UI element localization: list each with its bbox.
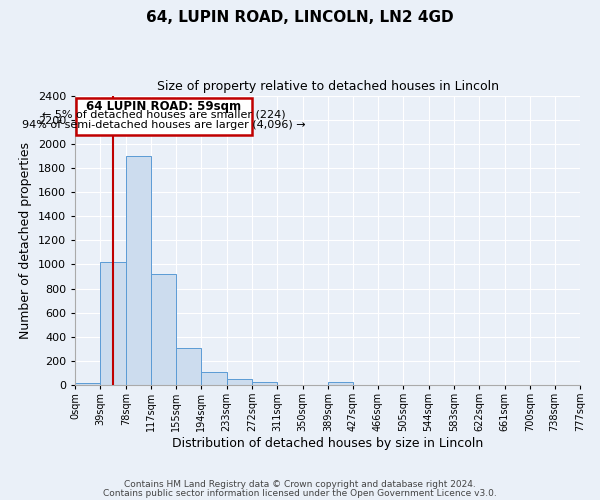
X-axis label: Distribution of detached houses by size in Lincoln: Distribution of detached houses by size … [172,437,483,450]
Text: 64, LUPIN ROAD, LINCOLN, LN2 4GD: 64, LUPIN ROAD, LINCOLN, LN2 4GD [146,10,454,25]
Text: 64 LUPIN ROAD: 59sqm: 64 LUPIN ROAD: 59sqm [86,100,241,113]
Bar [100,262,126,385]
Bar [328,382,353,385]
Y-axis label: Number of detached properties: Number of detached properties [19,142,32,339]
FancyBboxPatch shape [76,98,252,135]
Bar [176,348,201,385]
Text: 94% of semi-detached houses are larger (4,096) →: 94% of semi-detached houses are larger (… [22,120,305,130]
Bar [227,379,252,385]
Bar [126,156,151,385]
Bar [252,382,277,385]
Bar [201,372,227,385]
Text: Contains public sector information licensed under the Open Government Licence v3: Contains public sector information licen… [103,490,497,498]
Text: Contains HM Land Registry data © Crown copyright and database right 2024.: Contains HM Land Registry data © Crown c… [124,480,476,489]
Bar [75,382,100,385]
Title: Size of property relative to detached houses in Lincoln: Size of property relative to detached ho… [157,80,499,93]
Text: ← 5% of detached houses are smaller (224): ← 5% of detached houses are smaller (224… [42,110,286,120]
Bar [151,274,176,385]
